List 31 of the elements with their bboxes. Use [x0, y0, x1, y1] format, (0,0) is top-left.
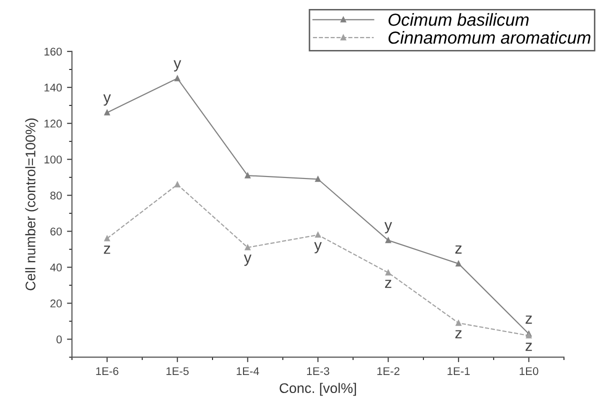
- annotation: y: [244, 254, 252, 266]
- annotation: y: [314, 242, 322, 254]
- y-tick-label: 40: [50, 264, 62, 272]
- x-tick-label: 1E-2: [377, 367, 400, 375]
- y-tick-label: 20: [50, 300, 62, 308]
- x-tick-label: 1E-4: [236, 367, 260, 375]
- y-tick-label: 100: [44, 156, 62, 164]
- annotation: y: [384, 222, 392, 234]
- annotation: y: [103, 94, 111, 106]
- y-tick-label: 140: [44, 84, 62, 92]
- annotation: z: [526, 342, 532, 351]
- annotation: z: [455, 330, 462, 338]
- x-axis-title: Conc. [vol%]: [280, 382, 356, 396]
- y-tick-label: 0: [56, 335, 62, 344]
- legend-label: Ocimum basilicum: [388, 13, 529, 26]
- x-tick-label: 1E-1: [448, 367, 470, 375]
- y-tick-label: 60: [50, 228, 62, 236]
- y-tick-label: 80: [50, 192, 62, 200]
- annotation: z: [526, 316, 532, 324]
- legend-label: Cinnamomum aromaticum: [388, 31, 590, 44]
- x-tick-label: 1E0: [520, 367, 538, 376]
- y-tick-label: 120: [44, 120, 62, 128]
- x-tick-label: 1E-3: [307, 367, 330, 376]
- x-tick-label: 1E-5: [166, 367, 189, 376]
- annotation: z: [104, 246, 110, 254]
- y-tick-label: 160: [44, 48, 62, 56]
- annotation: y: [174, 60, 182, 72]
- x-tick-label: 1E-6: [96, 367, 118, 376]
- annotation: z: [455, 245, 462, 254]
- annotation: z: [385, 280, 392, 288]
- y-axis-title: Cell number (control=100%): [25, 118, 38, 290]
